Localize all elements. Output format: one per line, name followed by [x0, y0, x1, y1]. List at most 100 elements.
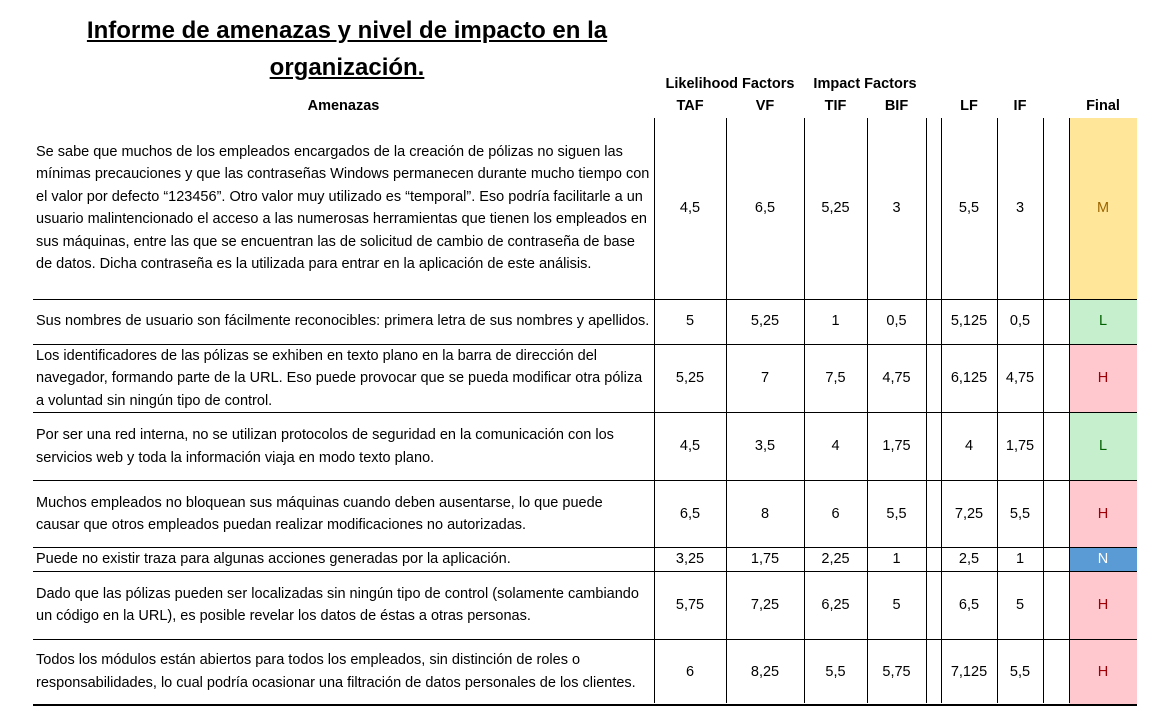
- final-rating-badge: M: [1069, 118, 1137, 300]
- if-value: 4,75: [997, 344, 1043, 413]
- tif-value: 2,25: [804, 547, 867, 572]
- if-value: 0,5: [997, 299, 1043, 345]
- threats-table: Se sabe que muchos de los empleados enca…: [33, 118, 1137, 706]
- spacer-cell: [1043, 344, 1069, 413]
- lf-value: 5,5: [941, 118, 997, 300]
- spacer-cell: [1043, 118, 1069, 300]
- bif-value: 0,5: [867, 299, 926, 345]
- spacer-cell: [926, 571, 941, 640]
- bif-value: 5: [867, 571, 926, 640]
- bif-column-header: BIF: [884, 98, 909, 114]
- if-value: 5: [997, 571, 1043, 640]
- likelihood-factors-header: Likelihood Factors: [665, 76, 795, 92]
- final-rating-badge: H: [1069, 639, 1137, 706]
- table-row: Los identificadores de las pólizas se ex…: [33, 344, 1137, 413]
- table-row: Puede no existir traza para algunas acci…: [33, 547, 1137, 572]
- if-value: 5,5: [997, 480, 1043, 548]
- spacer-cell: [926, 547, 941, 572]
- spacer-cell: [1043, 412, 1069, 481]
- taf-value: 4,5: [654, 412, 726, 481]
- final-rating-badge: H: [1069, 344, 1137, 413]
- vf-value: 5,25: [726, 299, 804, 345]
- spacer-cell: [926, 412, 941, 481]
- taf-value: 3,25: [654, 547, 726, 572]
- threat-description: Dado que las pólizas pueden ser localiza…: [33, 571, 654, 640]
- spacer-cell: [926, 118, 941, 300]
- threat-description: Se sabe que muchos de los empleados enca…: [33, 118, 654, 300]
- page-title: Informe de amenazas y nivel de impacto e…: [86, 17, 608, 81]
- if-value: 3: [997, 118, 1043, 300]
- table-row: Muchos empleados no bloquean sus máquina…: [33, 480, 1137, 548]
- spacer-cell: [926, 299, 941, 345]
- lf-column-header: LF: [960, 98, 978, 114]
- threat-description: Todos los módulos están abiertos para to…: [33, 639, 654, 706]
- if-column-header: IF: [1013, 98, 1027, 114]
- vf-value: 8: [726, 480, 804, 548]
- threat-description: Sus nombres de usuario son fácilmente re…: [33, 299, 654, 345]
- lf-value: 7,25: [941, 480, 997, 548]
- vf-value: 7: [726, 344, 804, 413]
- vf-value: 6,5: [726, 118, 804, 300]
- threat-description: Por ser una red interna, no se utilizan …: [33, 412, 654, 481]
- final-rating-badge: N: [1069, 547, 1137, 572]
- bif-value: 5,5: [867, 480, 926, 548]
- lf-value: 4: [941, 412, 997, 481]
- if-value: 1,75: [997, 412, 1043, 481]
- tif-value: 5,5: [804, 639, 867, 706]
- tif-value: 1: [804, 299, 867, 345]
- final-rating-badge: L: [1069, 299, 1137, 345]
- table-row: Dado que las pólizas pueden ser localiza…: [33, 571, 1137, 640]
- bif-value: 4,75: [867, 344, 926, 413]
- spacer-cell: [1043, 639, 1069, 706]
- final-rating-badge: H: [1069, 571, 1137, 640]
- if-value: 1: [997, 547, 1043, 572]
- tif-column-header: TIF: [824, 98, 847, 114]
- table-row: Todos los módulos están abiertos para to…: [33, 639, 1137, 706]
- vf-value: 7,25: [726, 571, 804, 640]
- spacer-cell: [1043, 547, 1069, 572]
- threats-column-header: Amenazas: [307, 98, 380, 114]
- taf-value: 6,5: [654, 480, 726, 548]
- spacer-cell: [926, 344, 941, 413]
- threat-description: Puede no existir traza para algunas acci…: [33, 547, 654, 572]
- spacer-cell: [1043, 299, 1069, 345]
- table-row: Por ser una red interna, no se utilizan …: [33, 412, 1137, 481]
- vf-column-header: VF: [755, 98, 775, 114]
- lf-value: 6,125: [941, 344, 997, 413]
- final-column-header: Final: [1086, 98, 1120, 114]
- taf-value: 5,75: [654, 571, 726, 640]
- bif-value: 1,75: [867, 412, 926, 481]
- tif-value: 6: [804, 480, 867, 548]
- lf-value: 2,5: [941, 547, 997, 572]
- table-row: Sus nombres de usuario son fácilmente re…: [33, 299, 1137, 345]
- final-rating-badge: L: [1069, 412, 1137, 481]
- tif-value: 7,5: [804, 344, 867, 413]
- lf-value: 6,5: [941, 571, 997, 640]
- impact-factors-header: Impact Factors: [813, 76, 917, 92]
- bif-value: 5,75: [867, 639, 926, 706]
- if-value: 5,5: [997, 639, 1043, 706]
- taf-value: 5,25: [654, 344, 726, 413]
- threat-description: Los identificadores de las pólizas se ex…: [33, 344, 654, 413]
- spacer-cell: [926, 480, 941, 548]
- bif-value: 1: [867, 547, 926, 572]
- taf-column-header: TAF: [676, 98, 704, 114]
- taf-value: 4,5: [654, 118, 726, 300]
- vf-value: 1,75: [726, 547, 804, 572]
- spacer-cell: [1043, 571, 1069, 640]
- vf-value: 8,25: [726, 639, 804, 706]
- spacer-cell: [1043, 480, 1069, 548]
- vf-value: 3,5: [726, 412, 804, 481]
- tif-value: 5,25: [804, 118, 867, 300]
- final-rating-badge: H: [1069, 480, 1137, 548]
- threat-description: Muchos empleados no bloquean sus máquina…: [33, 480, 654, 548]
- lf-value: 5,125: [941, 299, 997, 345]
- tif-value: 4: [804, 412, 867, 481]
- tif-value: 6,25: [804, 571, 867, 640]
- table-row: Se sabe que muchos de los empleados enca…: [33, 118, 1137, 300]
- lf-value: 7,125: [941, 639, 997, 706]
- taf-value: 5: [654, 299, 726, 345]
- bif-value: 3: [867, 118, 926, 300]
- spacer-cell: [926, 639, 941, 706]
- taf-value: 6: [654, 639, 726, 706]
